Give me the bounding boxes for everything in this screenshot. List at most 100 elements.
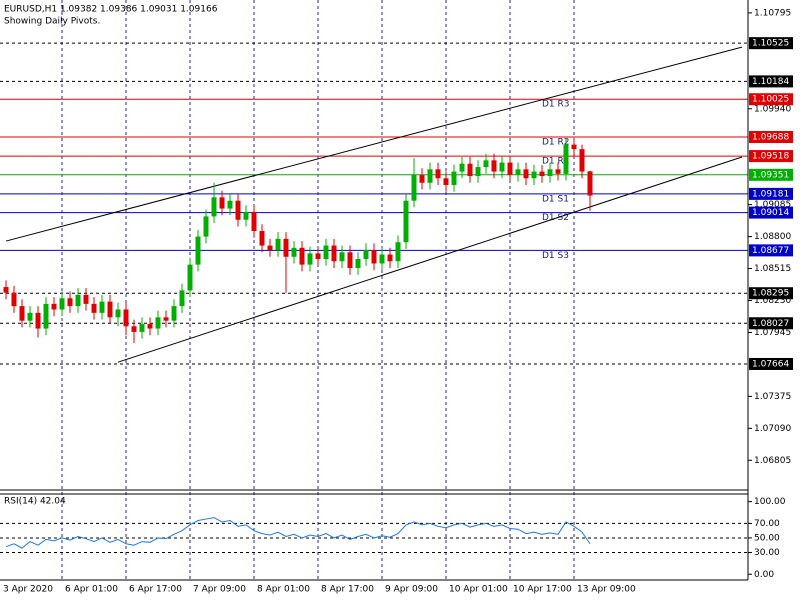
level-label-box — [749, 150, 793, 163]
level-label: 1.09014 — [752, 208, 789, 218]
candle-body — [571, 144, 577, 150]
rsi-y-tick-label: 30.00 — [754, 548, 780, 558]
candle-body — [35, 312, 41, 329]
trendline — [117, 156, 743, 363]
level-label-box — [749, 244, 793, 257]
candle-body — [331, 245, 337, 262]
pivot-name: D1 S1 — [542, 194, 569, 204]
candle-body — [483, 160, 489, 168]
candle-body — [219, 197, 225, 209]
y-tick-label: 1.09940 — [754, 104, 791, 114]
candle-body — [139, 324, 145, 332]
x-tick-label: 10 Apr 01:00 — [449, 585, 508, 595]
candle-body — [451, 171, 457, 186]
candle-body — [347, 252, 353, 268]
candle-body — [107, 301, 113, 318]
candle-body — [387, 254, 393, 262]
candle-body — [411, 174, 417, 201]
x-tick-label: 6 Apr 01:00 — [65, 585, 118, 595]
candle-body — [563, 144, 569, 174]
candle-body — [163, 317, 169, 321]
candle-body — [179, 290, 185, 307]
level-label-box — [749, 317, 793, 330]
candle-body — [467, 163, 473, 177]
level-label: 1.10025 — [752, 95, 789, 105]
candle-body — [507, 162, 513, 175]
rsi-title: RSI(14) 42.04 — [4, 497, 66, 507]
candle-body — [395, 242, 401, 262]
candle-body — [59, 298, 65, 310]
level-label-box — [749, 187, 793, 200]
candle-body — [131, 326, 137, 332]
candle-body — [51, 303, 57, 310]
y-tick-label: 1.07375 — [754, 392, 791, 402]
candle-body — [155, 317, 161, 329]
candle-body — [435, 169, 441, 179]
candle-body — [147, 324, 153, 329]
candle-body — [3, 287, 9, 293]
level-label: 1.10525 — [752, 39, 789, 49]
candle-body — [515, 169, 521, 175]
level-label: 1.08027 — [752, 319, 789, 329]
level-label-box — [749, 357, 793, 370]
candle-body — [555, 169, 561, 174]
y-tick-label: 1.10795 — [754, 8, 791, 18]
candle-body — [547, 169, 553, 177]
candle-body — [83, 294, 89, 304]
candle-body — [243, 211, 249, 220]
candle-body — [227, 200, 233, 209]
candle-body — [275, 238, 281, 251]
candle-body — [67, 298, 73, 307]
chart-title: EURUSD,H1 1.09382 1.09386 1.09031 1.0916… — [4, 5, 218, 15]
x-tick-label: 7 Apr 09:00 — [193, 585, 246, 595]
x-tick-label: 6 Apr 17:00 — [129, 585, 182, 595]
candle-body — [403, 200, 409, 243]
candle-body — [371, 250, 377, 264]
level-label-box — [749, 168, 793, 181]
candle-body — [499, 162, 505, 172]
level-label-box — [749, 206, 793, 219]
candle-body — [363, 250, 369, 260]
x-tick-label: 10 Apr 17:00 — [513, 585, 572, 595]
time-grid — [61, 0, 575, 580]
y-tick-label: 1.08515 — [754, 264, 791, 274]
level-label-box — [749, 75, 793, 88]
candle-body — [211, 197, 217, 217]
candle-body — [419, 174, 425, 183]
candle-body — [443, 178, 449, 186]
candle-body — [587, 171, 593, 196]
level-label: 1.08677 — [752, 246, 789, 256]
x-tick-label: 13 Apr 09:00 — [577, 585, 636, 595]
candle-body — [475, 167, 481, 177]
level-label: 1.09181 — [752, 189, 789, 199]
candle-body — [307, 253, 313, 265]
rsi-y-tick-label: 0.00 — [754, 570, 774, 580]
candle-body — [187, 264, 193, 291]
pivot-name: D1 R1 — [542, 157, 570, 167]
x-tick-label: 8 Apr 17:00 — [321, 585, 374, 595]
candle-body — [315, 253, 321, 260]
level-label: 1.08295 — [752, 289, 789, 299]
level-label-box — [749, 287, 793, 300]
trendline — [5, 46, 743, 242]
level-label: 1.07664 — [752, 359, 789, 369]
rsi-y-tick-label: 70.00 — [754, 519, 780, 529]
candle-body — [75, 294, 81, 307]
rsi-line — [5, 517, 591, 549]
x-tick-label: 3 Apr 2020 — [3, 585, 53, 595]
candle-body — [491, 160, 497, 172]
candle-body — [115, 309, 121, 318]
candle-body — [459, 163, 465, 172]
candle-body — [579, 149, 585, 172]
y-tick-label: 1.08230 — [754, 296, 791, 306]
candle-body — [123, 309, 129, 327]
candle-body — [283, 238, 289, 257]
candle-body — [235, 200, 241, 220]
rsi-y-tick-label: 50.00 — [754, 533, 780, 543]
y-tick-label: 1.07090 — [754, 424, 791, 434]
pivot-name: D1 R2 — [542, 138, 570, 148]
candle-body — [203, 216, 209, 237]
y-tick-label: 1.09085 — [754, 200, 791, 210]
